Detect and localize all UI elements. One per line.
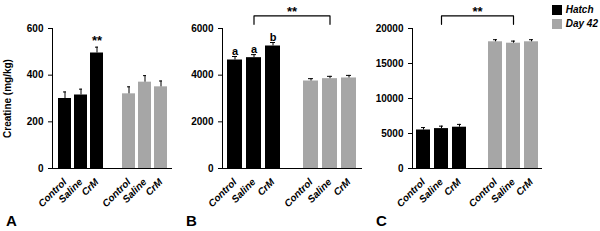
svg-text:a: a bbox=[232, 45, 239, 57]
svg-text:CrM: CrM bbox=[442, 176, 464, 198]
svg-text:Saline: Saline bbox=[56, 176, 85, 205]
svg-text:Control: Control bbox=[35, 176, 69, 210]
svg-text:b: b bbox=[270, 31, 277, 43]
svg-text:Saline: Saline bbox=[305, 176, 334, 205]
svg-text:4000: 4000 bbox=[191, 69, 214, 80]
svg-text:Control: Control bbox=[205, 176, 239, 210]
svg-text:6000: 6000 bbox=[191, 23, 214, 34]
svg-text:200: 200 bbox=[27, 116, 44, 127]
svg-text:0: 0 bbox=[398, 163, 404, 174]
svg-text:15000: 15000 bbox=[376, 58, 404, 69]
svg-text:0: 0 bbox=[208, 163, 214, 174]
svg-text:**: ** bbox=[287, 4, 298, 19]
svg-text:Saline: Saline bbox=[488, 176, 518, 205]
svg-text:400: 400 bbox=[27, 69, 44, 80]
svg-text:Saline: Saline bbox=[120, 176, 149, 205]
html-text:Day 42: Day 42 bbox=[565, 18, 598, 29]
svg-text:2000: 2000 bbox=[191, 116, 214, 127]
html-text:C: C bbox=[376, 212, 387, 229]
svg-text:**: ** bbox=[472, 4, 483, 19]
svg-text:5000: 5000 bbox=[381, 128, 404, 139]
svg-text:a: a bbox=[251, 43, 258, 55]
svg-text:10000: 10000 bbox=[376, 93, 404, 104]
svg-text:Saline: Saline bbox=[229, 176, 258, 205]
svg-text:**: ** bbox=[92, 33, 103, 48]
html-text:B: B bbox=[186, 212, 197, 229]
svg-text:Creatine (mg/kg): Creatine (mg/kg) bbox=[2, 59, 13, 138]
svg-text:CrM: CrM bbox=[514, 176, 536, 198]
svg-text:CrM: CrM bbox=[143, 176, 165, 198]
svg-text:0: 0 bbox=[38, 163, 44, 174]
svg-text:CrM: CrM bbox=[79, 176, 101, 198]
html-text:Hatch: Hatch bbox=[565, 4, 594, 15]
svg-text:600: 600 bbox=[27, 23, 44, 34]
svg-text:CrM: CrM bbox=[331, 176, 353, 198]
svg-text:CrM: CrM bbox=[255, 176, 277, 198]
svg-text:Control: Control bbox=[99, 176, 133, 210]
svg-text:Control: Control bbox=[466, 176, 500, 210]
html-text:A: A bbox=[6, 212, 17, 229]
svg-text:20000: 20000 bbox=[376, 23, 404, 34]
svg-text:Saline: Saline bbox=[416, 176, 446, 205]
svg-text:Control: Control bbox=[281, 176, 315, 210]
svg-text:Control: Control bbox=[394, 176, 428, 210]
